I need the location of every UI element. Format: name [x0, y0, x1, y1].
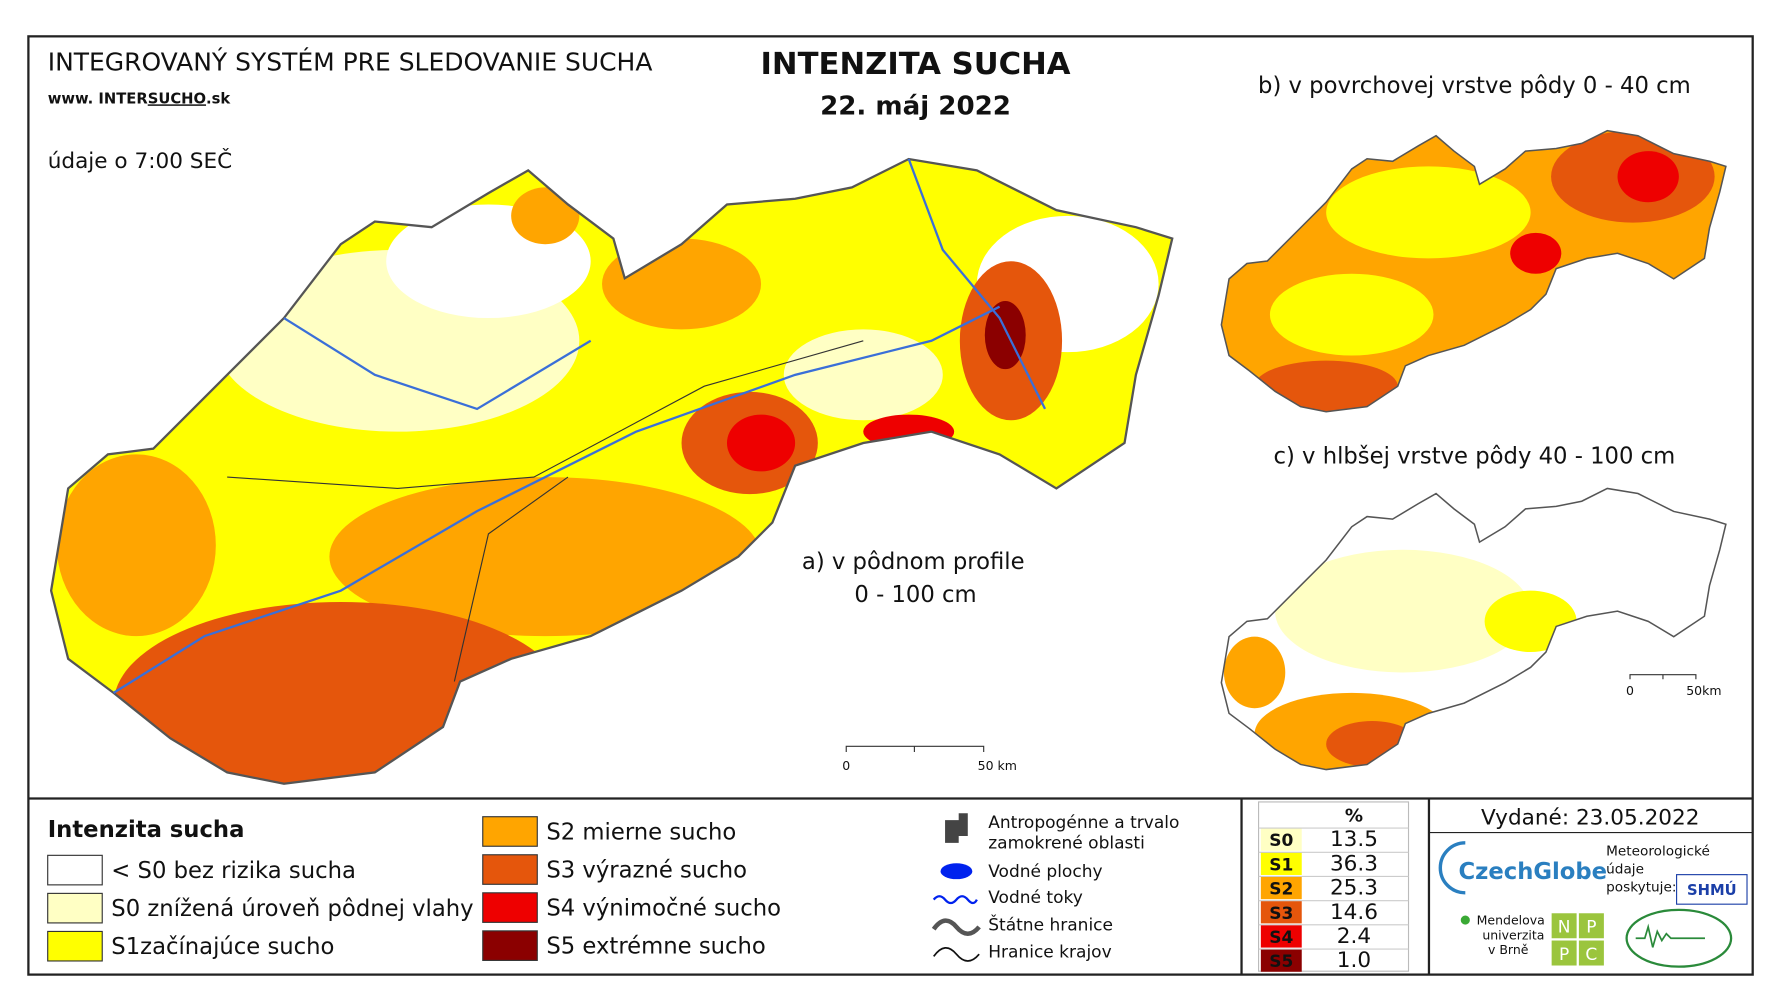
stats-header: % [1345, 805, 1363, 826]
stats-class-cell [1260, 876, 1302, 900]
stats-value: 36.3 [1330, 851, 1378, 876]
stats-class: S3 [1269, 904, 1293, 924]
stats-class: S5 [1269, 952, 1293, 972]
stats-value: 1.0 [1337, 948, 1371, 973]
stats-class: S2 [1269, 880, 1293, 900]
logo-dot [1460, 915, 1470, 925]
legend-label: S1začínajúce sucho [111, 934, 334, 960]
stats-value: 14.6 [1330, 900, 1378, 925]
map-label: 0 - 100 cm [854, 582, 976, 608]
title: INTENZITA SUCHA [761, 47, 1071, 82]
meteo-text: Meteorologické [1606, 843, 1710, 859]
stats-class: S4 [1269, 928, 1293, 948]
meteo-text: údaje [1606, 862, 1644, 878]
stats-class: S1 [1269, 855, 1293, 875]
feature-label: Štátne hranice [988, 913, 1113, 935]
map-label: b) v povrchovej vrstve pôdy 0 - 40 cm [1258, 73, 1691, 99]
scale-label: 0 [842, 758, 850, 773]
legend-title: Intenzita sucha [48, 817, 245, 843]
issued: Vydané: 23.05.2022 [1481, 806, 1699, 831]
stats-rows: S0 13.5 S1 36.3 S2 25.3 S3 14.6 S4 2.4 S5 1.0 [1258, 827, 1409, 973]
time-note: údaje o 7:00 SEČ [48, 148, 232, 174]
npp-letter: P [1559, 945, 1569, 965]
stats-value: 13.5 [1330, 827, 1378, 852]
legend-label: S5 extrémne sucho [546, 934, 765, 960]
date: 22. máj 2022 [820, 92, 1011, 122]
mendel-text: Mendelova [1477, 913, 1545, 928]
river-icon [932, 895, 978, 905]
legend-swatch [47, 930, 103, 962]
scale-bar [845, 745, 985, 752]
mendel-text: univerzita [1482, 927, 1544, 942]
meteo-text: poskytuje: [1606, 880, 1676, 896]
legend: < S0 bez rizika sucha S0 znížená úroveň p… [47, 816, 781, 962]
region-border-icon [933, 947, 980, 962]
stats-class-cell [1260, 900, 1302, 924]
legend-swatch [482, 892, 538, 923]
npp-letter: N [1558, 918, 1571, 938]
legend-label: < S0 bez rizika sucha [111, 858, 356, 884]
stats-table [1258, 801, 1410, 972]
stats-value: 2.4 [1337, 924, 1371, 949]
feature-label: Antropogénne a trvalo [988, 813, 1179, 833]
anthropogenic-icon [945, 813, 968, 843]
geo-logo [1625, 908, 1733, 968]
stats-class: S0 [1269, 831, 1293, 851]
stats-class-cell [1260, 852, 1302, 875]
shmu-logo-text: SHMÚ [1687, 881, 1737, 899]
legend-label: S4 výnimočné sucho [546, 896, 781, 922]
feature-label: Vodné plochy [988, 862, 1102, 882]
map-label: c) v hlbšej vrstve pôdy 40 - 100 cm [1273, 443, 1675, 469]
legend-swatch [47, 854, 103, 886]
frame [27, 35, 1754, 976]
feature-label: Vodné toky [988, 888, 1083, 908]
geo-logo-wave [1635, 923, 1705, 948]
feature-label: Hranice krajov [988, 943, 1111, 963]
mendel-text: v Brně [1488, 942, 1529, 957]
state-border-icon [931, 918, 981, 936]
website: www. INTERSUCHO.sk [48, 90, 232, 107]
scale-label: 0 [1626, 683, 1634, 698]
stats-class-cell [1260, 924, 1302, 948]
shmu-logo [1676, 874, 1748, 905]
scale-label: 50 km [978, 758, 1017, 773]
stats-class-cell [1260, 828, 1302, 851]
feature-label: zamokrené oblasti [988, 834, 1145, 854]
map-b [1220, 129, 1727, 413]
map-a [49, 157, 1174, 785]
map-label: a) v pôdnom profile [802, 549, 1025, 575]
water-icon [940, 863, 973, 880]
system-name: INTEGROVANÝ SYSTÉM PRE SLEDOVANIE SUCHA [48, 47, 653, 76]
npp-letter: C [1585, 945, 1597, 965]
legend-label: S3 výrazné sucho [546, 857, 747, 883]
legend-swatch [482, 816, 538, 847]
legend-label: S0 znížená úroveň pôdnej vlahy [111, 896, 473, 922]
npp-letter: P [1586, 918, 1596, 938]
czechglobe-logo: CzechGlobe [1458, 859, 1607, 885]
npp-logo: N P P C [1551, 913, 1604, 966]
scale-bar [1629, 674, 1697, 680]
map-c [1220, 487, 1727, 771]
legend-swatch [482, 930, 538, 961]
stats-value: 25.3 [1330, 876, 1378, 901]
legend-swatch [47, 892, 103, 924]
legend-swatch [482, 854, 538, 885]
scale-label: 50km [1686, 683, 1721, 698]
logo-arc [1438, 841, 1466, 895]
legend-label: S2 mierne sucho [546, 819, 736, 845]
stats-class-cell [1260, 949, 1302, 972]
